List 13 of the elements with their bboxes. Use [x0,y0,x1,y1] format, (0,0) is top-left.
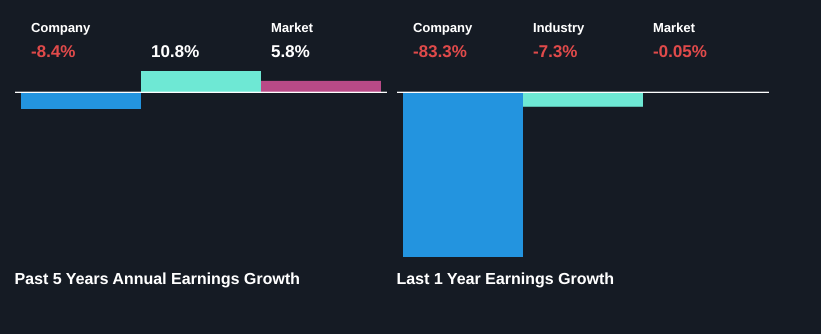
data-label: -8.4% [31,42,76,61]
x-tick-label: Market [653,20,696,35]
x-tick-label: Company [31,20,91,35]
text: Past 5 Years Annual Earnings Growth [14,271,300,288]
x-tick-label: Company [413,20,473,35]
data-label: -0.05% [653,42,707,61]
data-label: -7.3% [533,42,578,61]
x-tick-label: Market [271,20,314,35]
data-label: 10.8% [151,42,200,61]
data-label: -83.3% [413,42,467,61]
x-tick-label: Industry [533,20,586,35]
text: Last 1 Year Earnings Growth [396,271,614,288]
data-label: 5.8% [271,42,310,61]
